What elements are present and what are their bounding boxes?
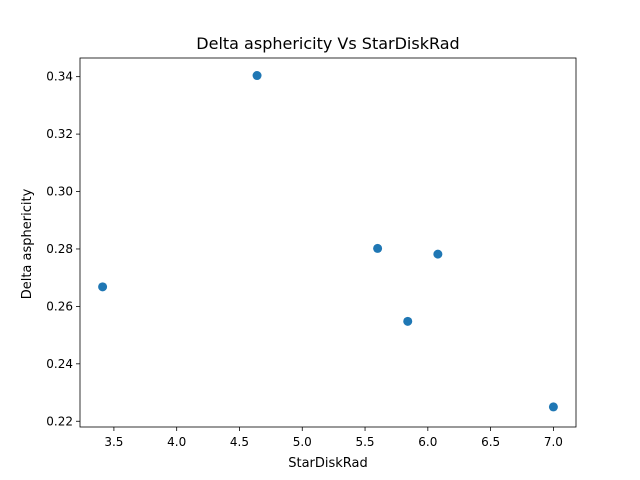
y-tick-label: 0.28: [46, 242, 73, 256]
scatter-point: [373, 243, 383, 253]
x-tick-label: 5.0: [293, 435, 312, 449]
x-tick-label: 4.5: [230, 435, 249, 449]
scatter-point: [433, 249, 443, 259]
y-tick-label: 0.22: [46, 414, 73, 428]
x-tick-label: 6.0: [418, 435, 437, 449]
scatter-point: [98, 282, 108, 292]
x-tick-label: 6.5: [481, 435, 500, 449]
x-tick-label: 7.0: [544, 435, 563, 449]
y-tick-label: 0.32: [46, 127, 73, 141]
x-tick-label: 4.0: [167, 435, 186, 449]
y-tick-label: 0.26: [46, 299, 73, 313]
x-axis-label: StarDiskRad: [288, 456, 368, 471]
y-axis-label: Delta asphericity: [20, 188, 35, 299]
scatter-point: [252, 71, 262, 81]
chart-title: Delta asphericity Vs StarDiskRad: [196, 34, 459, 53]
scatter-point: [548, 402, 558, 412]
plot-area: 3.5 4.0 4.5 5.0 5.5 6.0 6.5 7.0 0.22 0.24 0.26 0.28…: [46, 57, 577, 449]
x-tick-label: 3.5: [104, 435, 123, 449]
y-tick-label: 0.24: [46, 357, 73, 371]
y-tick-label: 0.30: [46, 185, 73, 199]
scatter-point: [403, 316, 413, 326]
y-tick-label: 0.34: [46, 70, 73, 84]
axes-frame: [79, 57, 577, 428]
x-tick-label: 5.5: [355, 435, 374, 449]
